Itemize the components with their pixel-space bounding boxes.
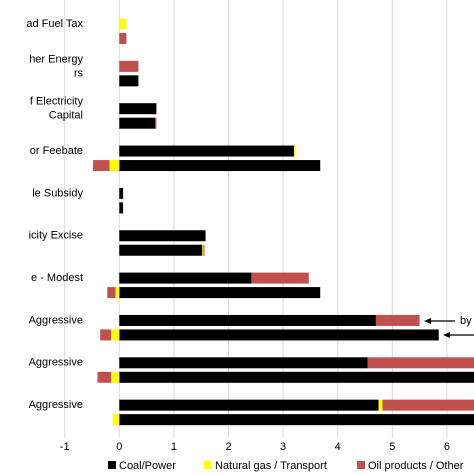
bar-segment — [119, 187, 124, 199]
bar-segment — [367, 357, 474, 369]
labels: -1 0 1 2 3 4 5 6 ad Fuel Tax her Energy rs f Electr… — [26, 18, 463, 472]
bar-segment — [100, 329, 112, 341]
x-tick-label: 4 — [335, 441, 341, 453]
bar-segment — [203, 244, 205, 256]
bar-segment — [119, 145, 295, 157]
bar-segment — [119, 287, 321, 299]
x-tick-label: 5 — [389, 441, 395, 453]
bar-segment — [109, 160, 120, 172]
bar-segment — [97, 371, 112, 383]
bar-segment — [378, 399, 383, 411]
category-label: f Electricity — [30, 96, 84, 108]
x-tick-label: 6 — [444, 441, 450, 453]
bar-segment — [119, 117, 156, 129]
bar-segment — [119, 414, 474, 426]
bar-segment — [251, 272, 309, 284]
annotation: by — [460, 315, 472, 327]
bar-segment — [111, 329, 120, 341]
bar-segment — [119, 160, 321, 172]
bar-segment — [107, 287, 116, 299]
bars — [93, 18, 474, 426]
category-label: Capital — [49, 110, 83, 122]
bar-segment — [119, 329, 439, 341]
bar-segment — [111, 371, 120, 383]
bar-segment — [119, 230, 206, 242]
legend-swatch — [357, 461, 365, 469]
bar-segment — [119, 272, 252, 284]
category-label: e - Modest — [31, 272, 83, 284]
category-label: or Feebate — [30, 145, 83, 157]
bar-segment — [119, 371, 474, 383]
bar-segment — [119, 18, 127, 30]
bar-segment — [119, 399, 379, 411]
bar-segment — [119, 33, 127, 44]
bar-segment — [119, 244, 203, 256]
bar-segment — [119, 202, 124, 214]
category-label: ad Fuel Tax — [26, 18, 83, 30]
category-label: le Subsidy — [32, 187, 83, 199]
bar-segment — [294, 145, 296, 157]
bar-segment — [93, 160, 110, 172]
bar-segment — [119, 357, 368, 369]
x-tick-label: 2 — [225, 441, 231, 453]
bar-segment — [119, 60, 139, 72]
legend-label: Natural gas / Transport — [215, 460, 327, 472]
x-tick-label: 0 — [116, 441, 122, 453]
x-tick-label: -1 — [60, 441, 70, 453]
category-label: her Energy — [29, 53, 83, 65]
arrow-head — [443, 332, 450, 338]
category-label: rs — [74, 67, 84, 79]
category-label: icity Excise — [29, 230, 83, 242]
legend-swatch — [108, 461, 116, 469]
x-tick-label: 3 — [280, 441, 286, 453]
bar-segment — [115, 287, 120, 299]
category-label: Aggressive — [29, 357, 83, 369]
bar-segment — [155, 117, 157, 129]
bar-segment — [375, 314, 420, 326]
bar-segment — [382, 399, 474, 411]
grid — [64, 0, 448, 438]
bar-segment — [119, 103, 157, 115]
x-tick-label: 1 — [171, 441, 177, 453]
arrow-head — [424, 318, 431, 324]
bar-segment — [202, 244, 204, 256]
legend-label: Coal/Power — [119, 460, 176, 472]
bar-segment — [119, 75, 139, 87]
legend-label: Oil products / Other — [368, 460, 464, 472]
legend-swatch — [204, 461, 212, 469]
category-label: Aggressive — [29, 314, 83, 326]
category-label: Aggressive — [29, 399, 83, 411]
bar-segment — [119, 314, 376, 326]
bar-segment — [112, 414, 120, 426]
